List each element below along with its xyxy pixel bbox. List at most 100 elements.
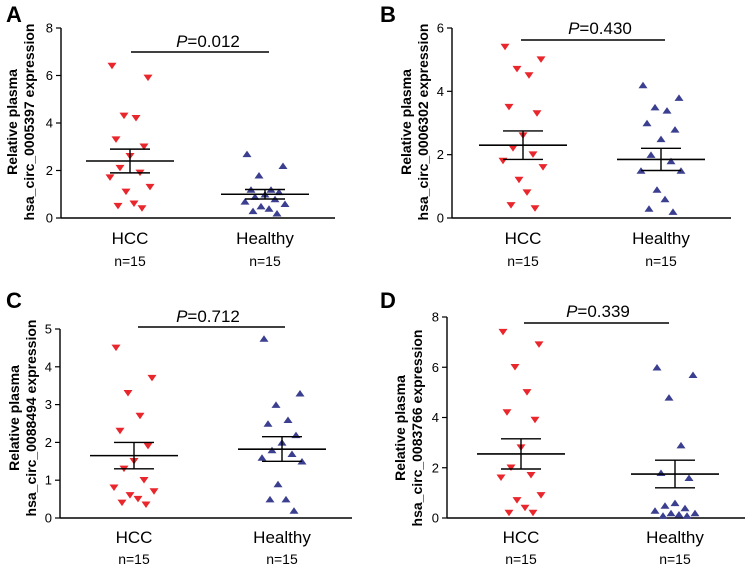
plot-area: 0 2 4 6 8	[432, 310, 745, 526]
data-point	[281, 495, 291, 503]
data-point	[143, 442, 153, 450]
y-tick-label: 8	[46, 21, 53, 36]
y-tick-label: 2	[46, 163, 53, 178]
data-point	[506, 202, 516, 209]
data-point	[656, 135, 666, 143]
data-point	[688, 371, 698, 379]
data-point	[287, 450, 297, 457]
data-point	[115, 164, 125, 172]
y-axis-label-line2: hsa_circ_0006302 expression	[415, 24, 431, 221]
y-tick-label: 2	[45, 435, 52, 450]
data-point	[289, 507, 299, 514]
category-label-hcc: HCC	[112, 229, 149, 248]
data-point	[530, 416, 540, 424]
data-point	[528, 509, 538, 517]
data-point	[528, 151, 538, 158]
data-point	[520, 504, 530, 512]
p-value: =0.012	[187, 32, 239, 51]
data-point	[137, 205, 147, 212]
data-point	[680, 504, 690, 512]
data-point	[646, 151, 656, 158]
data-point	[670, 126, 680, 133]
data-point	[682, 512, 692, 519]
data-point	[638, 81, 648, 89]
y-tick-label: 3	[45, 397, 52, 412]
data-point	[522, 189, 532, 196]
data-point	[119, 112, 129, 120]
p-value-label: P=0.430	[568, 19, 632, 38]
data-point	[272, 210, 282, 217]
category-label-healthy: Healthy	[253, 528, 311, 547]
data-point	[658, 512, 668, 519]
series-hcc	[90, 344, 178, 509]
data-point	[502, 409, 512, 416]
data-point	[500, 43, 510, 51]
y-axis-label-line1: Relative plasma	[4, 69, 20, 175]
data-point	[526, 472, 536, 479]
y-tick-label: 6	[46, 68, 53, 83]
data-point	[115, 427, 125, 435]
data-point	[666, 157, 676, 165]
y-tick-label: 4	[45, 359, 52, 374]
data-point	[107, 62, 117, 70]
data-point	[668, 208, 678, 215]
y-tick-label: 1	[45, 473, 52, 488]
data-point	[666, 509, 676, 517]
y-tick-label: 4	[437, 84, 444, 99]
data-point	[662, 107, 672, 114]
data-point	[684, 474, 694, 482]
data-point	[273, 480, 283, 488]
data-point	[690, 509, 700, 517]
y-tick-label: 4	[46, 116, 53, 131]
data-point	[652, 364, 662, 371]
data-point	[644, 205, 654, 212]
data-point	[105, 174, 115, 181]
category-label-healthy: Healthy	[646, 528, 704, 547]
data-point	[265, 495, 275, 503]
data-point	[240, 198, 250, 205]
data-point	[121, 188, 131, 196]
data-point	[660, 502, 670, 509]
data-point	[512, 497, 522, 504]
y-tick-label: 8	[432, 310, 439, 325]
y-axis-label-line2: hsa_circ_0083766 expression	[409, 330, 425, 527]
data-point	[242, 150, 252, 158]
data-point	[264, 205, 274, 212]
y-tick-label: 0	[437, 211, 444, 226]
data-point	[141, 501, 151, 509]
data-point	[271, 401, 281, 408]
data-point	[510, 364, 520, 371]
data-point	[508, 145, 518, 152]
data-point	[256, 202, 266, 210]
data-point	[135, 412, 145, 420]
plot-area: 0 2 4 6	[437, 21, 731, 226]
y-tick-label: 0	[432, 511, 439, 526]
y-axis-label-line1: Relative plasma	[6, 365, 22, 471]
panel-letter: B	[380, 2, 396, 27]
data-point	[538, 164, 548, 171]
y-axis-label-line1: Relative plasma	[398, 69, 414, 175]
y-tick-label: 6	[432, 360, 439, 375]
data-point	[656, 469, 666, 477]
data-point	[129, 200, 139, 207]
panel-c: C Relative plasma hsa_circ_0088494 expre…	[6, 288, 352, 567]
data-point	[259, 335, 269, 342]
data-point	[522, 389, 532, 396]
data-point	[295, 390, 305, 397]
data-point	[111, 344, 121, 352]
series-healthy	[631, 364, 719, 519]
data-point	[536, 56, 546, 63]
series-healthy	[617, 81, 705, 215]
data-point	[524, 72, 534, 79]
data-point	[498, 328, 508, 336]
series-healthy	[238, 335, 326, 514]
data-point	[512, 65, 522, 73]
data-point	[534, 341, 544, 348]
y-axis-label-line1: Relative plasma	[392, 375, 408, 481]
data-point	[660, 195, 670, 203]
p-value: =0.339	[577, 302, 629, 321]
n-label-hcc: n=15	[118, 551, 150, 567]
y-axis-label-line2: hsa_circ_0088494 expression	[23, 320, 39, 517]
data-point	[670, 499, 680, 507]
